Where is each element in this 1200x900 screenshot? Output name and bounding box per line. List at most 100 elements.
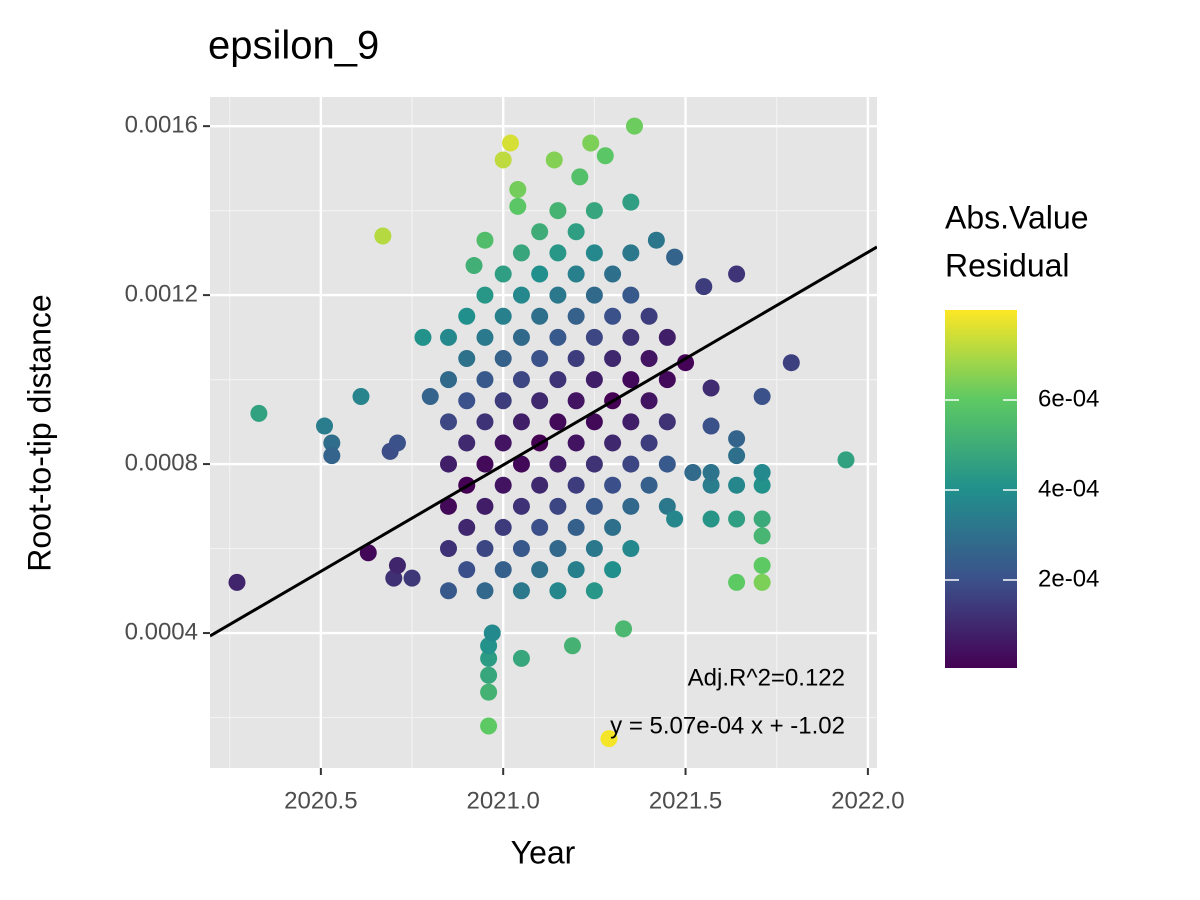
- point: [501, 134, 519, 152]
- point: [483, 624, 501, 642]
- point: [702, 417, 720, 435]
- point: [728, 447, 746, 465]
- point: [695, 278, 713, 296]
- chart-title: epsilon_9: [208, 24, 379, 68]
- legend-title: Abs.Value: [945, 199, 1089, 235]
- point: [531, 561, 549, 579]
- point: [640, 349, 658, 367]
- point: [359, 544, 377, 562]
- point: [622, 455, 640, 473]
- point: [414, 328, 432, 346]
- point: [728, 476, 746, 494]
- point: [585, 371, 603, 389]
- point: [458, 561, 476, 579]
- colorbar-label: 2e-04: [1038, 565, 1099, 592]
- point: [494, 392, 512, 410]
- point: [622, 193, 640, 211]
- point: [625, 117, 643, 135]
- point: [440, 497, 458, 515]
- y-axis-title: Root-to-tip distance: [21, 294, 57, 571]
- point: [476, 540, 494, 558]
- point: [476, 371, 494, 389]
- point: [728, 510, 746, 528]
- colorbar-label: 4e-04: [1038, 475, 1099, 502]
- point: [677, 354, 695, 372]
- point: [582, 134, 600, 152]
- fit: [210, 245, 877, 638]
- point: [509, 181, 527, 199]
- point: [640, 392, 658, 410]
- point: [549, 455, 567, 473]
- point: [604, 307, 622, 325]
- point: [753, 476, 771, 494]
- point: [480, 683, 498, 701]
- point: [512, 497, 530, 515]
- point: [549, 371, 567, 389]
- point: [509, 197, 527, 215]
- point: [476, 413, 494, 431]
- point: [531, 349, 549, 367]
- point: [549, 582, 567, 600]
- point: [440, 582, 458, 600]
- point: [622, 497, 640, 515]
- point: [604, 434, 622, 452]
- point: [604, 476, 622, 494]
- point: [567, 223, 585, 241]
- point: [531, 307, 549, 325]
- point: [476, 328, 494, 346]
- point: [512, 328, 530, 346]
- legend: 2e-04 4e-04 6e-04: [945, 385, 1099, 592]
- point: [512, 371, 530, 389]
- legend-title: Residual: [945, 247, 1070, 283]
- point: [753, 556, 771, 574]
- point: [753, 387, 771, 405]
- point: [585, 202, 603, 220]
- point: [728, 265, 746, 283]
- x-axis-title: Year: [511, 834, 576, 870]
- point: [403, 569, 421, 587]
- point: [596, 147, 614, 165]
- point: [512, 286, 530, 304]
- point: [567, 476, 585, 494]
- point: [476, 582, 494, 600]
- point: [563, 637, 581, 655]
- point: [604, 518, 622, 536]
- point: [585, 413, 603, 431]
- point: [585, 582, 603, 600]
- point: [666, 248, 684, 266]
- point: [458, 392, 476, 410]
- point: [494, 561, 512, 579]
- point: [549, 202, 567, 220]
- point: [585, 244, 603, 262]
- point: [622, 286, 640, 304]
- point: [545, 151, 563, 169]
- point: [837, 451, 855, 469]
- x-tick-label: 2021.0: [466, 787, 539, 814]
- point: [480, 649, 498, 667]
- point: [658, 328, 676, 346]
- annotation: Adj.R^2=0.122: [688, 664, 845, 691]
- point: [604, 265, 622, 283]
- x-tick-label: 2020.5: [284, 787, 357, 814]
- point: [494, 476, 512, 494]
- point: [604, 561, 622, 579]
- point: [658, 497, 676, 515]
- point: [494, 265, 512, 283]
- point: [374, 227, 392, 245]
- point: [567, 307, 585, 325]
- point: [702, 464, 720, 482]
- point: [512, 413, 530, 431]
- point: [604, 349, 622, 367]
- annotation: y = 5.07e-04 x + -1.02: [610, 712, 845, 739]
- point: [702, 510, 720, 528]
- point: [702, 476, 720, 494]
- point: [531, 223, 549, 241]
- point: [666, 510, 684, 528]
- fit-line: [210, 245, 877, 638]
- point: [615, 620, 633, 638]
- point: [640, 307, 658, 325]
- point: [585, 455, 603, 473]
- point: [531, 392, 549, 410]
- point: [531, 265, 549, 283]
- point: [640, 476, 658, 494]
